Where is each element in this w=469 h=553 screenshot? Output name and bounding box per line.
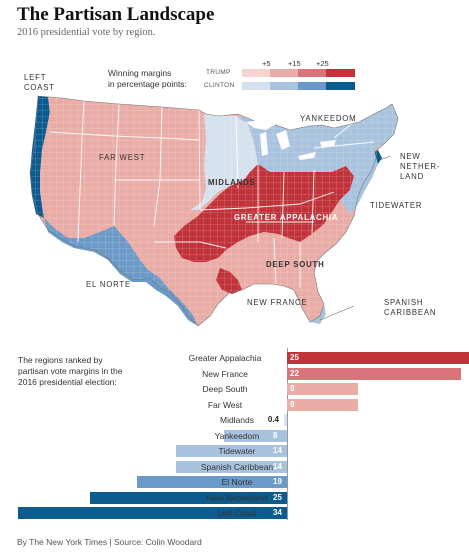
legend-threshold-5: +5 [262, 59, 271, 68]
ranking-zero-axis [287, 348, 288, 520]
ranking-value-label: 8 [273, 430, 278, 440]
footer-credit: By The New York Times | Source: Colin Wo… [17, 537, 202, 547]
us-regions-map [29, 95, 399, 327]
map-label-left-coast: LEFT COAST [24, 73, 55, 93]
legend-swatch-trump-1 [270, 69, 299, 77]
ranking-region-name: Far West [207, 399, 243, 410]
ranking-row: Spanish Caribbean 14 [0, 460, 469, 474]
ranking-bar [223, 429, 287, 442]
legend-trump-label: TRUMP [206, 69, 231, 76]
map-label-left-coast-1: LEFT [24, 73, 47, 82]
legend-swatch-clinton-0 [242, 82, 271, 90]
map-leader-lines [319, 155, 391, 321]
great-lakes [246, 120, 336, 160]
legend-swatch-clinton-2 [298, 82, 327, 90]
ranking-region-name: El Norte [221, 477, 253, 487]
map-label-yankeedom: YANKEEDOM [300, 114, 357, 123]
ranking-value-label: 22 [290, 368, 299, 378]
ranking-row: Midlands 0.4 [0, 413, 469, 427]
ranking-bar [287, 383, 359, 395]
legend-swatch-trump-2 [298, 69, 327, 77]
ranking-row: Yankeedom 8 [0, 429, 469, 443]
ranking-bar [287, 367, 461, 380]
map-label-spanish-caribbean: SPANISH CARIBBEAN [384, 298, 436, 318]
map-label-far-west: FAR WEST [99, 153, 146, 162]
page-subtitle: 2016 presidential vote by region. [17, 27, 156, 38]
legend-clinton-label: CLINTON [204, 82, 235, 89]
legend-swatch-trump-3 [326, 69, 355, 77]
ranking-region-name: Spanish Caribbean [200, 461, 274, 472]
ranking-region-name: Tidewater [218, 446, 256, 456]
ranking-row: Deep South 9 [0, 382, 469, 396]
ranking-value-label: 34 [273, 508, 282, 517]
map-label-new-netherland-3: LAND [400, 172, 424, 181]
ranking-intro-line-2: partisan vote margins in the [18, 366, 123, 376]
ranking-value-label: 14 [273, 446, 282, 455]
ranking-bar [287, 352, 469, 364]
ranking-bar [283, 414, 287, 426]
map-label-new-netherland-2: NETHER- [400, 162, 441, 171]
legend-swatch-clinton-1 [270, 82, 299, 90]
ranking-row: Left Coast 34 [0, 506, 469, 520]
legend-swatch-clinton-3 [326, 82, 355, 90]
ranking-bar [18, 507, 287, 519]
legend-caption-line-2: in percentage points: [108, 79, 187, 89]
map-label-midlands: MIDLANDS [208, 178, 256, 187]
ranking-bar [287, 398, 359, 411]
map-label-new-netherland: NEW NETHER- LAND [400, 152, 440, 182]
ranking-row: New Netherland 25 [0, 491, 469, 505]
ranking-bar [176, 445, 287, 457]
map-label-new-france: NEW FRANCE [247, 298, 308, 307]
map-label-spanish-caribbean-2: CARIBBEAN [384, 308, 437, 317]
legend-caption-line-1: Winning margins [108, 68, 172, 78]
ranking-bar [136, 476, 287, 488]
legend-swatch-trump-0 [242, 69, 271, 77]
ranking-region-name: Yankeedom [214, 430, 260, 441]
ranking-region-name: Midlands [219, 415, 255, 425]
ranking-row: New France 22 [0, 367, 469, 381]
ranking-value-label: 19 [273, 477, 282, 486]
ranking-bar [176, 460, 287, 473]
map-label-tidewater: TIDEWATER [370, 201, 423, 210]
map-label-el-norte: EL NORTE [86, 280, 131, 289]
ranking-row: Tidewater 14 [0, 444, 469, 458]
ranking-row: El Norte 19 [0, 475, 469, 489]
ranking-row: Greater Appalachia 25 [0, 351, 469, 365]
legend-caption: Winning margins in percentage points: [108, 68, 187, 90]
ranking-value-label: 14 [273, 461, 282, 471]
legend-threshold-25: +25 [316, 59, 329, 68]
legend-threshold-15: +15 [288, 59, 301, 68]
ranking-row: Far West 9 [0, 398, 469, 412]
map-label-spanish-caribbean-1: SPANISH [384, 298, 424, 307]
map-label-new-netherland-1: NEW [400, 152, 421, 161]
page-title: The Partisan Landscape [17, 4, 215, 25]
state-borders [49, 100, 375, 288]
ranking-intro: The regions ranked by partisan vote marg… [18, 355, 122, 388]
ranking-value-label: 9 [290, 399, 295, 409]
map-label-left-coast-2: COAST [24, 83, 55, 92]
map-label-greater-appalachia: GREATER APPALACHIA [234, 213, 339, 222]
ranking-value-label: 0.4 [267, 415, 279, 424]
ranking-region-name: Greater Appalachia [188, 353, 262, 363]
map-label-deep-south: DEEP SOUTH [266, 260, 325, 269]
ranking-region-name: Left Coast [217, 508, 257, 518]
ranking-region-name: New France [202, 368, 248, 379]
ranking-intro-line-3: 2016 presidential election: [18, 377, 117, 387]
county-grid-overlay [30, 96, 398, 326]
ranking-intro-line-1: The regions ranked by [18, 355, 103, 365]
ranking-value-label: 9 [290, 384, 295, 393]
ranking-bar [89, 491, 287, 504]
ranking-value-label: 25 [273, 492, 282, 502]
ranking-value-label: 25 [290, 353, 299, 362]
ranking-region-name: New Netherland [206, 492, 268, 503]
ranking-region-name: Deep South [202, 384, 248, 394]
